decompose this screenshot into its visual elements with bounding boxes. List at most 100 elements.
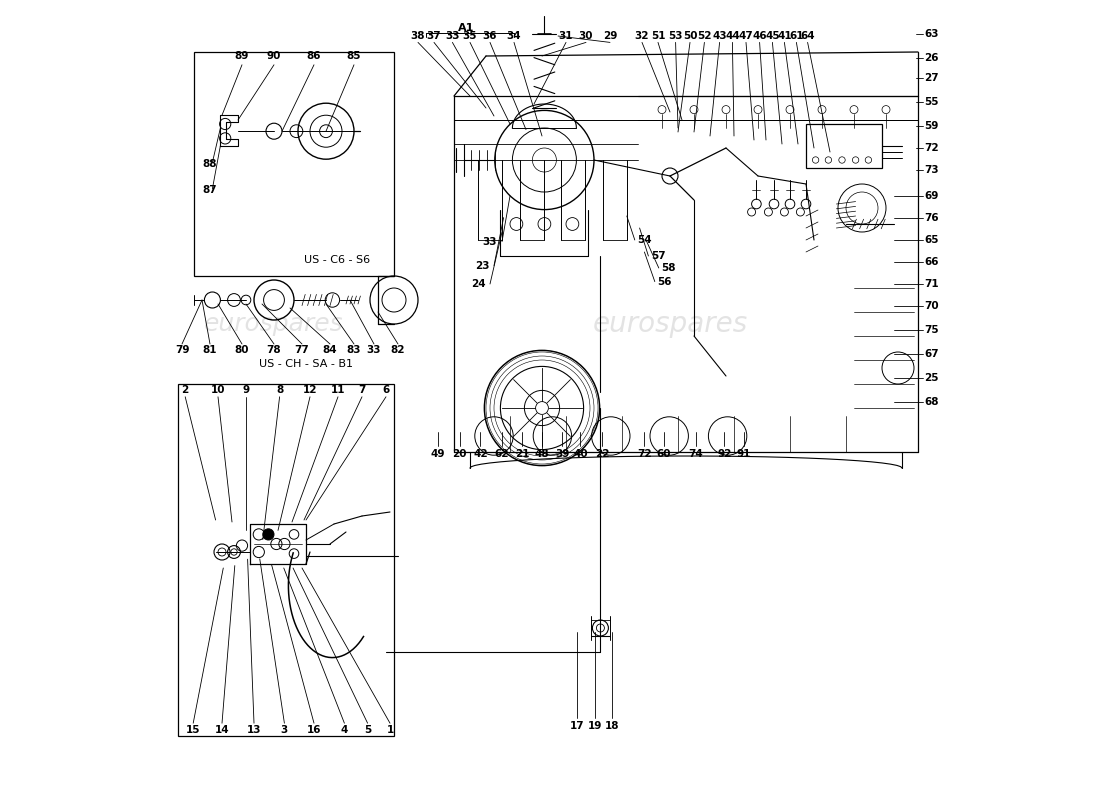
Text: 74: 74 <box>689 450 703 459</box>
Text: 45: 45 <box>766 31 780 41</box>
Text: US - C6 - S6: US - C6 - S6 <box>304 255 370 265</box>
Bar <box>194 52 394 276</box>
Text: eurospares: eurospares <box>593 310 748 338</box>
Text: 65: 65 <box>924 235 939 245</box>
Text: 13: 13 <box>246 725 262 734</box>
Text: 6: 6 <box>383 386 389 395</box>
Text: 36: 36 <box>483 31 497 41</box>
Text: 17: 17 <box>570 722 584 731</box>
Text: 15: 15 <box>186 725 200 734</box>
Text: 7: 7 <box>359 386 365 395</box>
Text: 33: 33 <box>446 31 460 41</box>
Text: 56: 56 <box>657 277 672 286</box>
Bar <box>806 124 882 168</box>
Text: 52: 52 <box>697 31 712 41</box>
Text: 64: 64 <box>801 31 815 41</box>
Text: 50: 50 <box>683 31 697 41</box>
Text: 31: 31 <box>559 31 573 41</box>
Text: 32: 32 <box>635 31 649 41</box>
Text: 75: 75 <box>924 325 939 334</box>
Text: A1: A1 <box>458 23 474 33</box>
Text: 5: 5 <box>364 725 371 734</box>
Text: 71: 71 <box>924 279 939 289</box>
Text: 84: 84 <box>322 346 338 355</box>
Text: 61: 61 <box>789 31 804 41</box>
Text: 40: 40 <box>573 450 587 459</box>
Circle shape <box>263 529 274 540</box>
Text: 29: 29 <box>603 31 617 41</box>
Text: 59: 59 <box>924 121 938 130</box>
Text: 85: 85 <box>346 51 361 61</box>
Text: 43: 43 <box>713 31 727 41</box>
Text: 87: 87 <box>202 186 217 195</box>
Text: 73: 73 <box>924 166 939 175</box>
Text: 4: 4 <box>341 725 348 734</box>
Text: 8: 8 <box>276 386 283 395</box>
Text: 83: 83 <box>346 346 361 355</box>
Text: 77: 77 <box>295 346 309 355</box>
Text: 70: 70 <box>924 302 939 311</box>
Text: 69: 69 <box>924 191 938 201</box>
Text: 42: 42 <box>473 450 487 459</box>
Text: 55: 55 <box>924 98 939 107</box>
Text: 92: 92 <box>717 450 732 459</box>
Text: 3: 3 <box>280 725 288 734</box>
Text: 90: 90 <box>267 51 282 61</box>
Text: 30: 30 <box>579 31 593 41</box>
Text: 58: 58 <box>661 263 675 273</box>
Text: 26: 26 <box>924 53 939 62</box>
Text: 44: 44 <box>725 31 740 41</box>
Text: 82: 82 <box>390 346 405 355</box>
Text: eurospares: eurospares <box>205 312 344 336</box>
Text: 78: 78 <box>266 346 282 355</box>
Text: 54: 54 <box>637 235 651 245</box>
Text: 68: 68 <box>924 398 939 407</box>
Text: 51: 51 <box>651 31 666 41</box>
Text: 41: 41 <box>777 31 792 41</box>
Text: 86: 86 <box>307 51 321 61</box>
Text: 20: 20 <box>452 450 466 459</box>
Text: 9: 9 <box>242 386 250 395</box>
Text: 21: 21 <box>515 450 529 459</box>
Text: 72: 72 <box>637 450 651 459</box>
Text: US - CH - SA - B1: US - CH - SA - B1 <box>258 359 353 369</box>
Text: 63: 63 <box>924 29 939 38</box>
Text: 35: 35 <box>463 31 477 41</box>
Text: 22: 22 <box>595 450 609 459</box>
Text: 67: 67 <box>924 349 939 358</box>
Text: 53: 53 <box>669 31 683 41</box>
Text: 24: 24 <box>471 279 485 289</box>
Text: 49: 49 <box>431 450 446 459</box>
Text: 37: 37 <box>427 31 441 41</box>
Text: 19: 19 <box>587 722 602 731</box>
Text: 80: 80 <box>234 346 250 355</box>
Text: 47: 47 <box>738 31 754 41</box>
Text: 18: 18 <box>605 722 619 731</box>
Text: 72: 72 <box>924 143 939 153</box>
Text: 16: 16 <box>307 725 321 734</box>
Text: 12: 12 <box>302 386 317 395</box>
Text: 88: 88 <box>202 159 217 169</box>
Text: 10: 10 <box>211 386 226 395</box>
Text: 11: 11 <box>331 386 345 395</box>
Text: 91: 91 <box>736 450 751 459</box>
Text: 2: 2 <box>182 386 189 395</box>
Text: 79: 79 <box>175 346 189 355</box>
Text: 33: 33 <box>483 237 497 246</box>
Text: 81: 81 <box>202 346 218 355</box>
Bar <box>178 384 394 736</box>
Text: 1: 1 <box>386 725 394 734</box>
Text: 60: 60 <box>657 450 671 459</box>
Text: 34: 34 <box>507 31 521 41</box>
Text: 62: 62 <box>495 450 509 459</box>
Text: 39: 39 <box>554 450 569 459</box>
Text: 33: 33 <box>366 346 382 355</box>
Text: 25: 25 <box>924 373 939 382</box>
Text: 89: 89 <box>234 51 250 61</box>
Text: 14: 14 <box>214 725 229 734</box>
Text: 76: 76 <box>924 213 939 222</box>
Text: 66: 66 <box>924 257 939 266</box>
Text: 46: 46 <box>752 31 767 41</box>
Text: 27: 27 <box>924 74 939 83</box>
Text: 38: 38 <box>410 31 426 41</box>
